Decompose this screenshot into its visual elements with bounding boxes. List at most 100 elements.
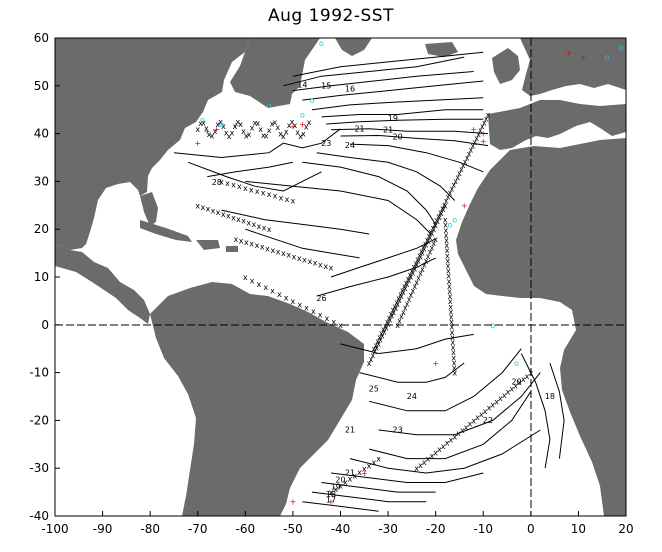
obs-x-marker: x [418, 269, 423, 278]
obs-x-marker: x [370, 351, 375, 360]
contour-label: 20 [511, 378, 521, 387]
obs-x-marker: x [323, 262, 328, 271]
obs-x-marker: x [412, 264, 417, 273]
obs-x-marker: x [463, 157, 468, 166]
obs-x-marker: x [423, 239, 428, 248]
obs-x-marker: x [257, 280, 262, 289]
obs-red-marker: + [480, 130, 487, 139]
obs-x-marker: x [468, 420, 473, 429]
obs-x-marker: x [440, 204, 445, 213]
obs-x-marker: x [409, 272, 414, 281]
obs-x-marker: x [453, 177, 458, 186]
contour-label: 28 [212, 178, 222, 187]
obs-cyan-marker: o [309, 96, 314, 105]
obs-x-marker: x [211, 206, 216, 215]
x-tick-label: -80 [140, 522, 160, 536]
obs-x-marker: x [401, 288, 406, 297]
obs-x-marker: x [357, 468, 362, 477]
obs-x-marker: x [436, 212, 441, 221]
iberia-europe-land [488, 100, 626, 150]
obs-x-marker: x [390, 306, 395, 315]
obs-x-marker: x [204, 124, 209, 133]
obs-x-marker: x [433, 221, 438, 230]
africa-land [456, 138, 626, 516]
obs-x-marker: x [270, 287, 275, 296]
obs-x-marker: x [231, 181, 236, 190]
obs-x-marker: x [452, 358, 457, 367]
obs-x-marker: x [397, 316, 402, 325]
isotherm-contour [245, 180, 432, 235]
obs-x-marker: x [421, 243, 426, 252]
obs-x-marker: x [231, 213, 236, 222]
obs-x-marker: x [397, 296, 402, 305]
obs-x-marker: x [435, 217, 440, 226]
obs-x-marker: x [445, 256, 450, 265]
obs-x-marker: x [243, 273, 248, 282]
obs-x-marker: x [276, 248, 281, 257]
obs-x-marker: x [426, 455, 431, 464]
isotherm-contour [330, 128, 489, 135]
obs-x-marker: x [277, 290, 282, 299]
isotherm-contour [221, 209, 370, 235]
british-isles-land [492, 48, 520, 84]
obs-x-marker: x [383, 321, 388, 330]
northern-europe-land [520, 38, 626, 96]
obs-x-marker: x [402, 282, 407, 291]
isotherm-contour [349, 429, 541, 474]
y-tick-label: 0 [41, 318, 49, 332]
obs-x-marker: x [502, 391, 507, 400]
obs-x-marker: x [487, 404, 492, 413]
obs-x-marker: x [467, 150, 472, 159]
obs-cyan-marker: o [200, 115, 205, 124]
obs-red-marker: + [580, 53, 587, 62]
obs-x-marker: x [486, 110, 491, 119]
obs-x-marker: x [410, 268, 415, 277]
obs-x-marker: x [390, 312, 395, 321]
obs-red-marker: + [213, 125, 220, 134]
obs-x-marker: x [318, 311, 323, 320]
obs-x-marker: x [292, 121, 297, 130]
obs-x-marker: x [419, 247, 424, 256]
obs-x-marker: x [221, 210, 226, 219]
obs-x-marker: x [472, 138, 477, 147]
obs-x-marker: x [273, 192, 278, 201]
isotherm-contour [188, 161, 322, 192]
obs-x-marker: x [449, 313, 454, 322]
isotherm-contour [302, 501, 379, 512]
obs-x-marker: x [371, 458, 376, 467]
obs-x-marker: x [243, 184, 248, 193]
x-tick-label: 20 [618, 522, 633, 536]
obs-red-marker: + [232, 121, 239, 130]
obs-x-marker: x [291, 297, 296, 306]
obs-x-marker: x [450, 338, 455, 347]
obs-x-marker: x [285, 195, 290, 204]
obs-x-marker: x [475, 413, 480, 422]
y-axis-ticks: 60 50 40 30 20 10 0 -10 -20 -30 -40 [29, 31, 60, 523]
obs-x-marker: x [301, 129, 306, 138]
x-tick-label: 10 [571, 522, 586, 536]
obs-x-marker: x [478, 126, 483, 135]
obs-x-marker: x [329, 263, 334, 272]
contour-label: 23 [393, 425, 403, 434]
obs-cyan-marker: o [267, 101, 272, 110]
contour-label: 18 [326, 490, 336, 499]
isotherm-contour [549, 362, 565, 459]
isotherm-contour [330, 238, 436, 278]
obs-x-marker: x [241, 217, 246, 226]
obs-x-marker: x [297, 300, 302, 309]
obs-x-marker: x [452, 364, 457, 373]
obs-x-marker: x [207, 130, 212, 139]
contour-label: 16 [345, 85, 355, 94]
obs-x-marker: x [292, 252, 297, 261]
obs-x-marker: x [369, 355, 374, 364]
obs-cyan-marker: o [605, 53, 610, 62]
isotherm-contour [316, 257, 436, 297]
contour-label: 22 [483, 416, 493, 425]
obs-x-marker: x [265, 244, 270, 253]
obs-x-marker: x [414, 278, 419, 287]
obs-x-marker: x [452, 432, 457, 441]
obs-x-marker: x [281, 132, 286, 141]
obs-x-marker: x [304, 123, 309, 132]
x-tick-label: -10 [473, 522, 493, 536]
y-tick-label: 30 [34, 174, 49, 188]
